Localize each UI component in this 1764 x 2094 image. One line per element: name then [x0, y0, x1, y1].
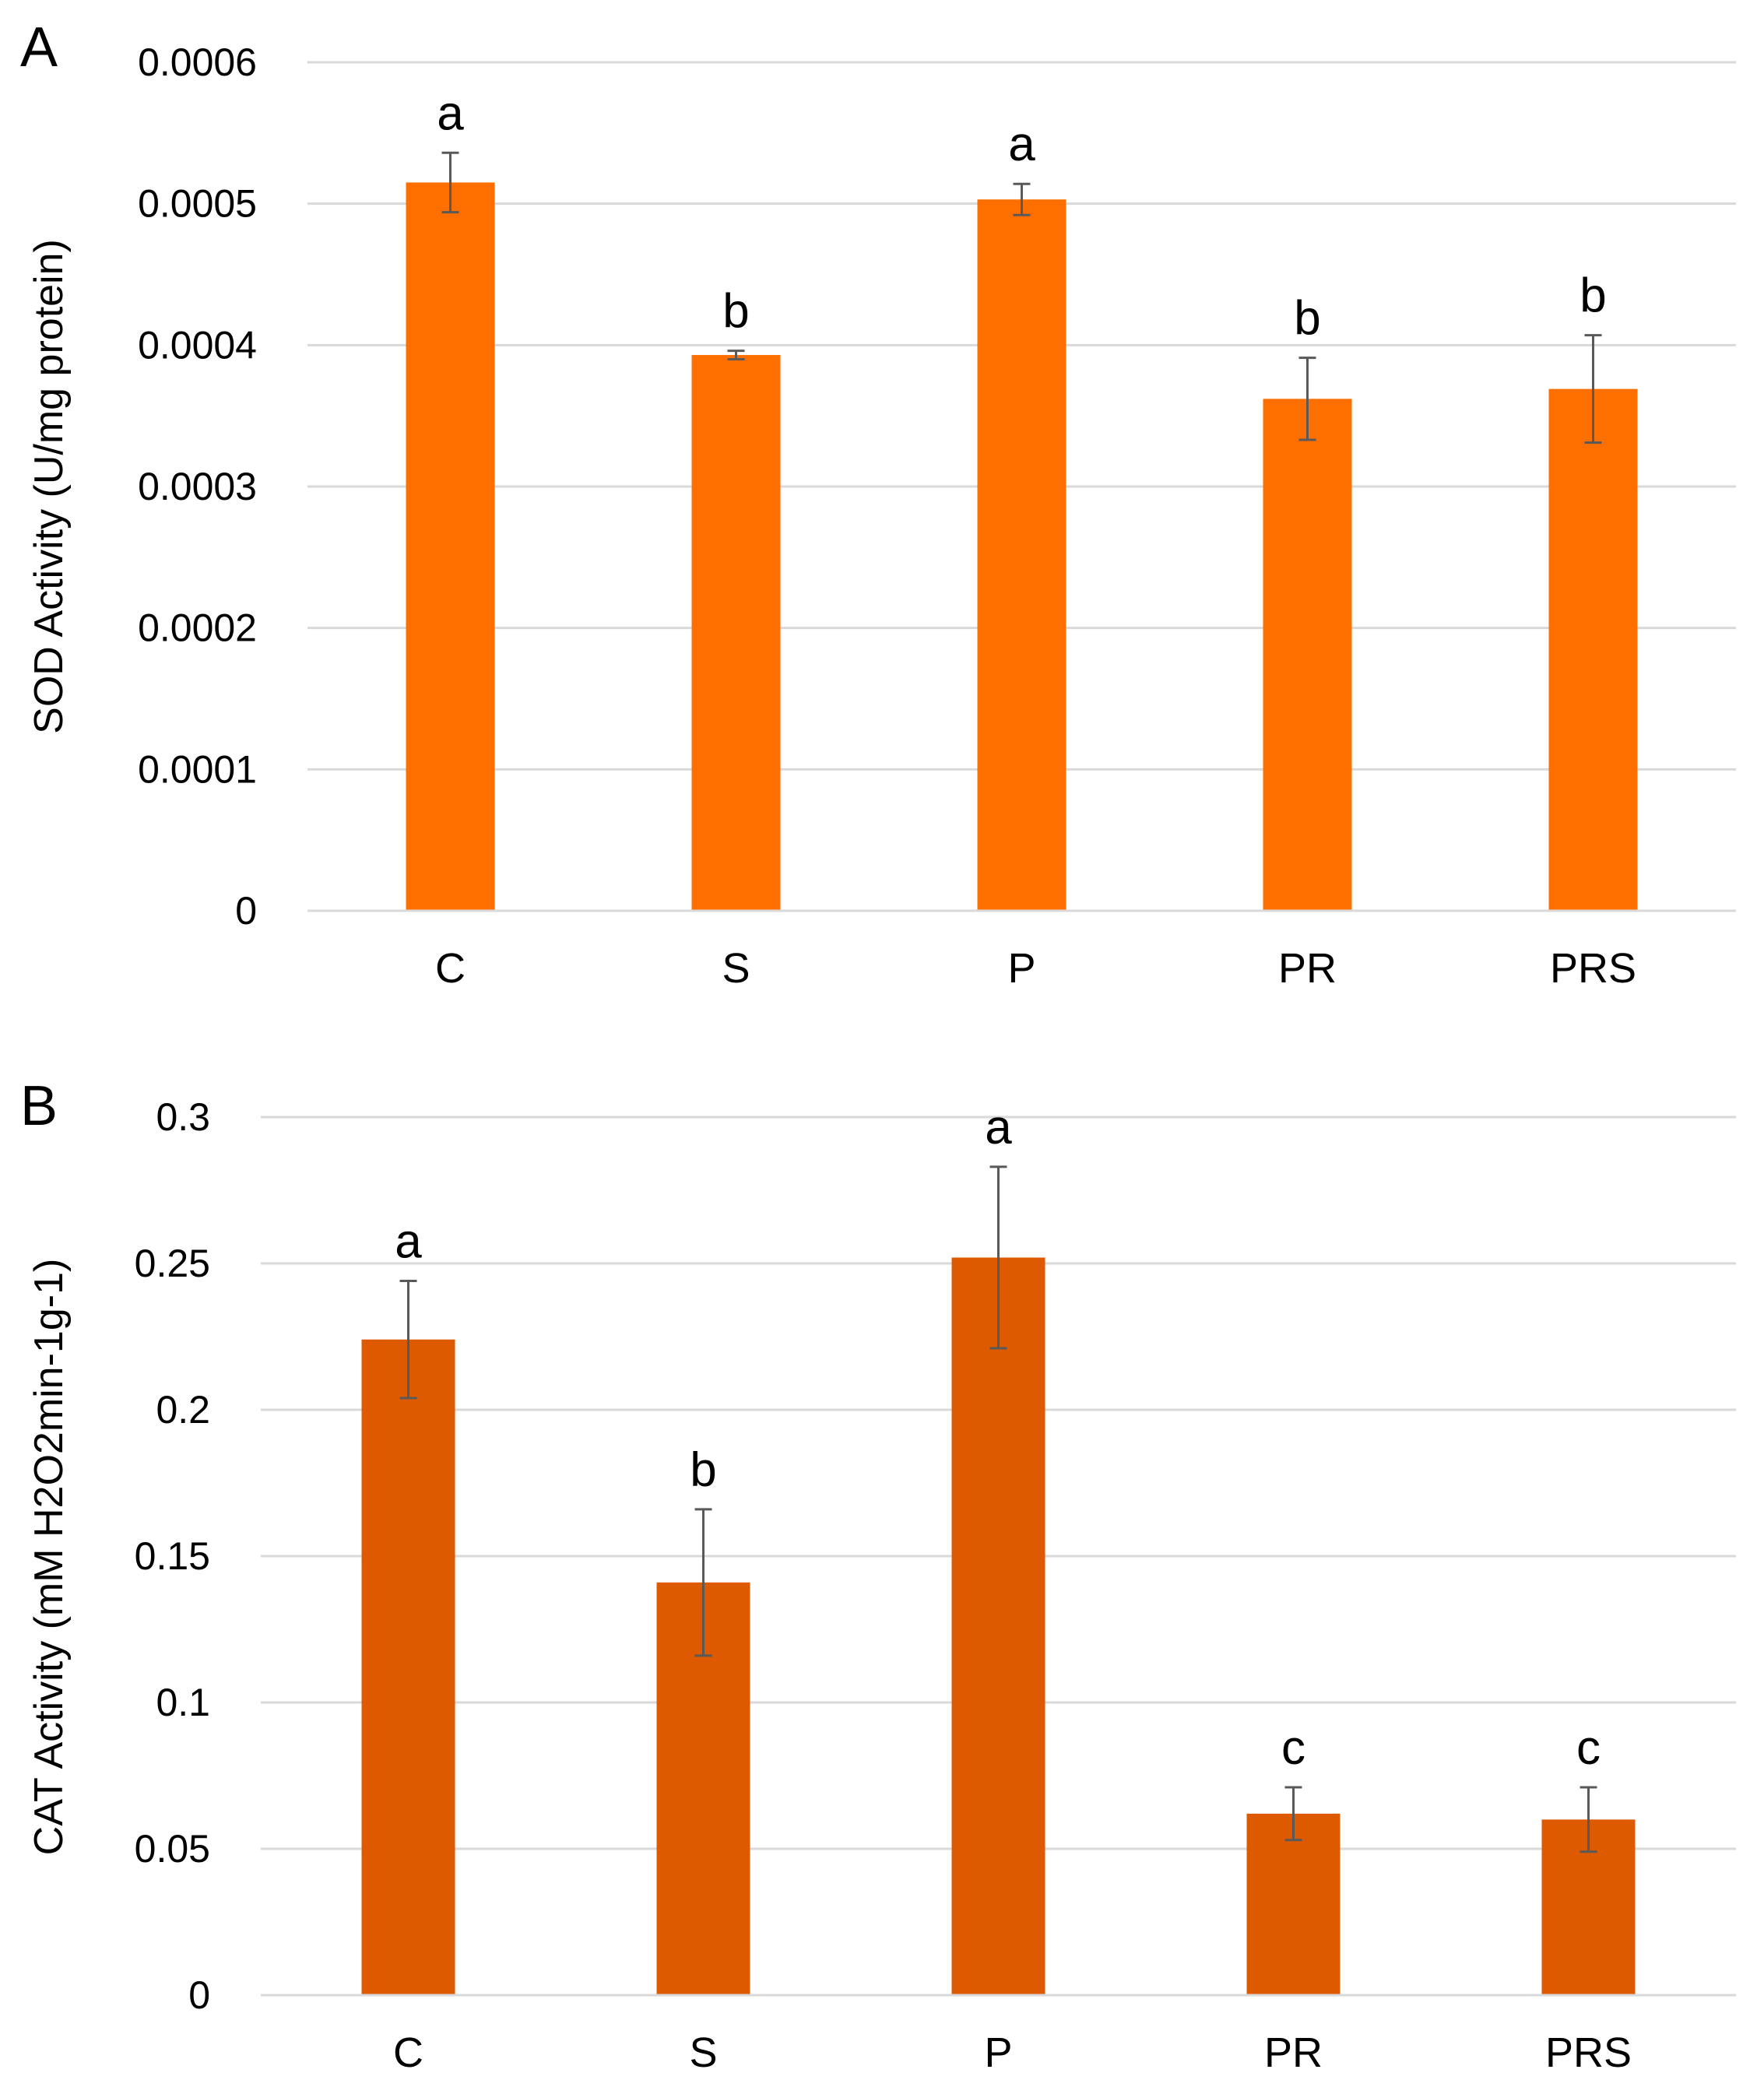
- chart-1-y-tick-label: 0.25: [135, 1242, 210, 1285]
- chart-0-significance-letter: b: [1294, 292, 1320, 346]
- chart-1-significance-letter: a: [985, 1101, 1012, 1154]
- chart-0-y-tick-label: 0: [235, 889, 257, 933]
- chart-0-y-tick-label: 0.0005: [138, 182, 257, 226]
- chart-0-y-tick-label: 0.0002: [138, 606, 257, 650]
- chart-0-bar: [1548, 388, 1638, 911]
- chart-1-significance-letter: c: [1281, 1721, 1305, 1775]
- chart-1-significance-letter: c: [1576, 1721, 1601, 1775]
- chart-0-significance-letter: a: [1008, 118, 1035, 171]
- chart-0-bar: [977, 199, 1066, 911]
- chart-1-significance-letter: a: [395, 1215, 422, 1269]
- chart-0-y-tick-label: 0.0006: [138, 40, 257, 84]
- chart-0-bar: [406, 182, 495, 911]
- chart-0-y-tick-label: 0.0003: [138, 465, 257, 508]
- chart-1-y-tick-label: 0.15: [135, 1534, 210, 1578]
- chart-0-y-tick-label: 0.0004: [138, 323, 257, 367]
- chart-panel-a: 0 0.0001 0.0002 0.0003 0.0004 0.0005 0.0006 a Cb…: [20, 16, 1736, 992]
- chart-0-significance-letter: a: [437, 86, 464, 140]
- chart-1-x-tick-label: PRS: [1545, 2029, 1632, 2076]
- chart-0-x-tick-label: PRS: [1550, 945, 1636, 992]
- chart-0-x-tick-label: C: [435, 945, 466, 992]
- chart-1-y-tick-label: 0: [188, 1973, 210, 2017]
- chart-1-y-tick-label: 0.2: [156, 1388, 210, 1432]
- chart-1-significance-letter: b: [690, 1443, 716, 1497]
- chart-0-x-tick-label: PR: [1278, 945, 1337, 992]
- chart-0-y-tick-label: 0.0001: [138, 747, 257, 791]
- chart-0-y-axis-label: SOD Activity (U/mg protein): [26, 239, 72, 734]
- chart-panel-b: 0 0.05 0.1 0.15 0.2 0.25 0.3 a Cb Sa Pc PR c PRS CAT A…: [20, 1075, 1736, 2076]
- chart-1-y-axis-label: CAT Activity (mM H2O2min-1g-1): [26, 1259, 72, 1856]
- chart-1-y-tick-label: 0.3: [156, 1095, 210, 1139]
- chart-1-bar: [361, 1339, 455, 1995]
- chart-1-y-tick-label: 0.05: [135, 1827, 210, 1871]
- chart-0-x-tick-label: S: [722, 945, 750, 992]
- chart-1-bar: [951, 1257, 1045, 1995]
- chart-0-significance-letter: b: [722, 285, 749, 339]
- chart-0-panel-label: A: [20, 16, 58, 79]
- chart-1-x-tick-label: S: [689, 2029, 717, 2076]
- chart-1-x-tick-label: P: [984, 2029, 1012, 2076]
- chart-1-bar: [1246, 1813, 1341, 1995]
- chart-1-x-tick-label: C: [393, 2029, 423, 2076]
- chart-0-bar: [691, 355, 781, 911]
- chart-1-panel-label: B: [20, 1075, 58, 1137]
- chart-1-x-tick-label: PR: [1264, 2029, 1323, 2076]
- chart-0-bar: [1263, 399, 1352, 911]
- chart-0-x-tick-label: P: [1007, 945, 1035, 992]
- chart-1-y-tick-label: 0.1: [156, 1681, 210, 1724]
- chart-0-significance-letter: b: [1580, 269, 1606, 323]
